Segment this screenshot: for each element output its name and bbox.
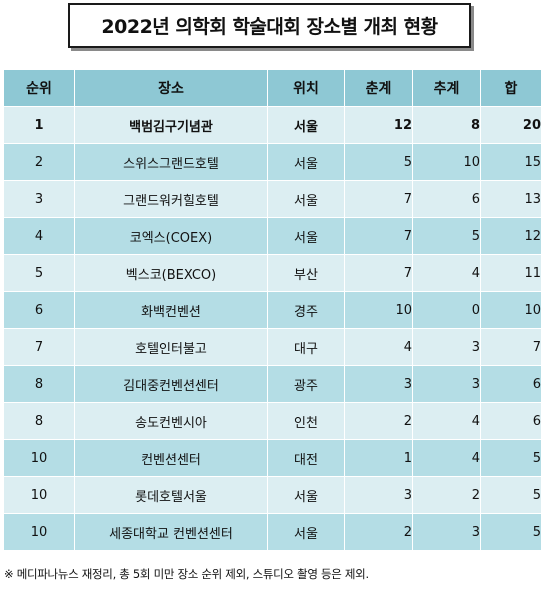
venue-cell: 컨벤션센터 <box>74 439 268 477</box>
venue-cell: 송도컨벤시아 <box>74 402 268 440</box>
location-cell: 서울 <box>267 217 345 255</box>
total-cell: 13 <box>480 180 542 218</box>
header-total: 합 <box>480 69 542 107</box>
table-row: 10 롯데호텔서울 서울 3 2 5 <box>3 476 542 514</box>
table-row: 5 벡스코(BEXCO) 부산 7 4 11 <box>3 254 542 292</box>
rank-cell: 10 <box>3 513 75 551</box>
autumn-cell: 3 <box>412 328 481 366</box>
table-row: 8 김대중컨벤션센터 광주 3 3 6 <box>3 365 542 403</box>
rank-cell: 2 <box>3 143 75 181</box>
total-cell: 7 <box>480 328 542 366</box>
header-autumn: 추계 <box>412 69 481 107</box>
venue-cell: 화백컨벤션 <box>74 291 268 329</box>
header-venue: 장소 <box>74 69 268 107</box>
rank-cell: 3 <box>3 180 75 218</box>
venue-cell: 백범김구기념관 <box>74 106 268 144</box>
rank-cell: 1 <box>3 106 75 144</box>
autumn-cell: 3 <box>412 365 481 403</box>
location-cell: 부산 <box>267 254 345 292</box>
location-cell: 서울 <box>267 513 345 551</box>
location-cell: 광주 <box>267 365 345 403</box>
header-rank: 순위 <box>3 69 75 107</box>
rank-cell: 6 <box>3 291 75 329</box>
spring-cell: 12 <box>344 106 413 144</box>
venue-cell: 스위스그랜드호텔 <box>74 143 268 181</box>
total-cell: 11 <box>480 254 542 292</box>
spring-cell: 3 <box>344 365 413 403</box>
autumn-cell: 3 <box>412 513 481 551</box>
venue-cell: 김대중컨벤션센터 <box>74 365 268 403</box>
title-box: 2022년 의학회 학술대회 장소별 개최 현황 <box>68 3 471 48</box>
total-cell: 5 <box>480 513 542 551</box>
table-row: 6 화백컨벤션 경주 10 0 10 <box>3 291 542 329</box>
total-cell: 15 <box>480 143 542 181</box>
autumn-cell: 4 <box>412 254 481 292</box>
autumn-cell: 8 <box>412 106 481 144</box>
table-row: 4 코엑스(COEX) 서울 7 5 12 <box>3 217 542 255</box>
venue-cell: 그랜드워커힐호텔 <box>74 180 268 218</box>
spring-cell: 2 <box>344 513 413 551</box>
autumn-cell: 2 <box>412 476 481 514</box>
autumn-cell: 0 <box>412 291 481 329</box>
autumn-cell: 5 <box>412 217 481 255</box>
table-header: 순위 장소 위치 춘계 추계 합 <box>3 69 542 107</box>
page-title: 2022년 의학회 학술대회 장소별 개최 현황 <box>101 16 438 38</box>
venue-cell: 벡스코(BEXCO) <box>74 254 268 292</box>
table-body: 1 백범김구기념관 서울 12 8 20 2 스위스그랜드호텔 서울 5 10 … <box>3 106 542 551</box>
header-spring: 춘계 <box>344 69 413 107</box>
venue-cell: 호텔인터불고 <box>74 328 268 366</box>
table-row: 1 백범김구기념관 서울 12 8 20 <box>3 106 542 144</box>
spring-cell: 4 <box>344 328 413 366</box>
total-cell: 12 <box>480 217 542 255</box>
header-row: 순위 장소 위치 춘계 추계 합 <box>3 69 542 107</box>
rank-cell: 10 <box>3 476 75 514</box>
location-cell: 서울 <box>267 106 345 144</box>
spring-cell: 10 <box>344 291 413 329</box>
location-cell: 서울 <box>267 476 345 514</box>
venue-cell: 롯데호텔서울 <box>74 476 268 514</box>
location-cell: 인천 <box>267 402 345 440</box>
total-cell: 6 <box>480 402 542 440</box>
location-cell: 서울 <box>267 143 345 181</box>
spring-cell: 2 <box>344 402 413 440</box>
venue-cell: 세종대학교 컨벤션센터 <box>74 513 268 551</box>
autumn-cell: 4 <box>412 402 481 440</box>
total-cell: 20 <box>480 106 542 144</box>
venue-ranking-table: 순위 장소 위치 춘계 추계 합 1 백범김구기념관 서울 12 8 20 2 … <box>3 69 542 551</box>
rank-cell: 7 <box>3 328 75 366</box>
spring-cell: 1 <box>344 439 413 477</box>
total-cell: 5 <box>480 439 542 477</box>
rank-cell: 4 <box>3 217 75 255</box>
location-cell: 경주 <box>267 291 345 329</box>
spring-cell: 7 <box>344 180 413 218</box>
location-cell: 대전 <box>267 439 345 477</box>
autumn-cell: 4 <box>412 439 481 477</box>
source-footnote: ※ 메디파나뉴스 재정리, 총 5회 미만 장소 순위 제외, 스튜디오 촬영 … <box>4 567 369 581</box>
spring-cell: 5 <box>344 143 413 181</box>
spring-cell: 3 <box>344 476 413 514</box>
table-row: 2 스위스그랜드호텔 서울 5 10 15 <box>3 143 542 181</box>
autumn-cell: 10 <box>412 143 481 181</box>
total-cell: 10 <box>480 291 542 329</box>
table-row: 3 그랜드워커힐호텔 서울 7 6 13 <box>3 180 542 218</box>
location-cell: 서울 <box>267 180 345 218</box>
spring-cell: 7 <box>344 254 413 292</box>
table-row: 8 송도컨벤시아 인천 2 4 6 <box>3 402 542 440</box>
table-row: 7 호텔인터불고 대구 4 3 7 <box>3 328 542 366</box>
rank-cell: 5 <box>3 254 75 292</box>
venue-cell: 코엑스(COEX) <box>74 217 268 255</box>
table-row: 10 세종대학교 컨벤션센터 서울 2 3 5 <box>3 513 542 551</box>
total-cell: 6 <box>480 365 542 403</box>
table-row: 10 컨벤션센터 대전 1 4 5 <box>3 439 542 477</box>
header-location: 위치 <box>267 69 345 107</box>
rank-cell: 10 <box>3 439 75 477</box>
rank-cell: 8 <box>3 402 75 440</box>
total-cell: 5 <box>480 476 542 514</box>
rank-cell: 8 <box>3 365 75 403</box>
autumn-cell: 6 <box>412 180 481 218</box>
location-cell: 대구 <box>267 328 345 366</box>
spring-cell: 7 <box>344 217 413 255</box>
